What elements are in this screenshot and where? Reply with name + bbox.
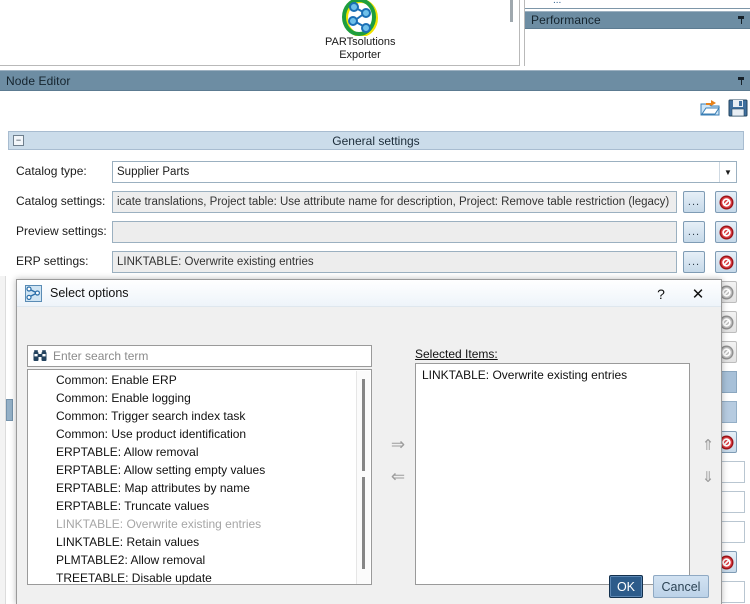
clear-icon [718, 194, 734, 210]
move-up-button[interactable]: ⇑ [701, 437, 715, 454]
right-pane-tabstrip[interactable]: ... [525, 0, 750, 9]
network-nodes-icon [25, 284, 42, 302]
clear-icon [718, 554, 734, 570]
preview-settings-label: Preview settings: [16, 224, 107, 238]
erp-settings-field[interactable]: LINKTABLE: Overwrite existing entries [112, 251, 677, 273]
left-dock-handle[interactable] [6, 399, 13, 421]
add-to-selection-button[interactable]: ⇒ [390, 435, 406, 454]
dialog-footer: OK Cancel [17, 575, 721, 599]
preview-settings-browse-button[interactable]: ... [683, 221, 705, 243]
product-logo: PARTsolutions Exporter [325, 0, 396, 62]
node-editor-toolbar [0, 92, 750, 126]
left-dock-strip [0, 276, 6, 604]
preview-settings-clear-button[interactable] [715, 221, 737, 243]
cancel-button[interactable]: Cancel [653, 575, 709, 598]
erp-settings-browse-button[interactable]: ... [683, 251, 705, 273]
form-row-preview-settings: Preview settings: ... [0, 221, 750, 245]
remove-from-selection-button[interactable]: ⇐ [390, 467, 406, 486]
catalog-settings-value: icate translations, Project table: Use a… [117, 196, 670, 208]
available-options-list[interactable]: Common: Enable ERP Common: Enable logging… [27, 369, 372, 585]
list-item[interactable]: ERPTABLE: Allow removal [56, 445, 199, 459]
list-item[interactable]: Common: Trigger search index task [56, 409, 246, 423]
right-pane-body [525, 29, 750, 66]
form-row-catalog-type: Catalog type: Supplier Parts ▼ [0, 161, 750, 185]
transfer-buttons: ⇒ ⇐ [385, 435, 415, 501]
erp-settings-label: ERP settings: [16, 254, 89, 268]
close-icon[interactable]: ✕ [691, 286, 705, 303]
move-down-button[interactable]: ⇓ [701, 469, 715, 486]
collapse-toggle-icon[interactable]: − [13, 135, 24, 146]
catalog-settings-field[interactable]: icate translations, Project table: Use a… [112, 191, 677, 213]
dialog-body: Enter search term Common: Enable ERP Comm… [17, 307, 721, 604]
open-icon[interactable] [699, 97, 721, 119]
panel-header-performance-label: Performance [531, 13, 601, 27]
catalog-settings-label: Catalog settings: [16, 194, 106, 208]
reorder-buttons: ⇑ ⇓ [699, 437, 723, 501]
list-item[interactable]: ERPTABLE: Allow setting empty values [56, 463, 266, 477]
list-item[interactable]: LINKTABLE: Overwrite existing entries [56, 517, 262, 531]
catalog-type-label: Catalog type: [16, 164, 87, 178]
help-icon[interactable]: ? [657, 286, 665, 302]
form-row-erp-settings: ERP settings: LINKTABLE: Overwrite exist… [0, 251, 750, 275]
catalog-settings-clear-button[interactable] [715, 191, 737, 213]
list-item[interactable]: LINKTABLE: Retain values [56, 535, 200, 549]
preview-settings-field[interactable] [112, 221, 677, 243]
form-row-catalog-settings: Catalog settings: icate translations, Pr… [0, 191, 750, 215]
list-scrollbar[interactable] [356, 371, 370, 584]
chevron-down-icon[interactable]: ▼ [719, 162, 736, 182]
ok-button[interactable]: OK [608, 575, 643, 598]
general-settings-header[interactable]: − General settings [8, 131, 744, 150]
network-nodes-logo-icon [342, 0, 378, 36]
list-item[interactable]: ERPTABLE: Truncate values [56, 499, 210, 513]
logo-panel: PARTsolutions Exporter [0, 0, 520, 66]
binoculars-icon [33, 350, 47, 361]
search-input[interactable]: Enter search term [27, 345, 372, 367]
right-pane-tab-label: ... [553, 0, 562, 6]
catalog-settings-browse-button[interactable]: ... [683, 191, 705, 213]
logo-title: PARTsolutions [325, 36, 396, 48]
select-options-dialog: Select options ? ✕ Enter search term Com… [16, 279, 722, 604]
catalog-type-combo[interactable]: Supplier Parts ▼ [112, 161, 737, 183]
list-item[interactable]: TREETABLE: Disable update [56, 571, 212, 585]
erp-settings-clear-button[interactable] [715, 251, 737, 273]
vertical-splitter[interactable] [510, 0, 513, 22]
general-settings-title: General settings [332, 133, 420, 148]
selected-items-list[interactable]: LINKTABLE: Overwrite existing entries [415, 363, 690, 585]
panel-header-node-editor[interactable]: Node Editor [0, 70, 750, 91]
pin-icon[interactable] [736, 14, 748, 26]
list-item[interactable]: Common: Enable ERP [56, 373, 177, 387]
list-item[interactable]: LINKTABLE: Overwrite existing entries [422, 368, 628, 382]
erp-settings-value: LINKTABLE: Overwrite existing entries [117, 256, 314, 268]
clear-icon [718, 254, 734, 270]
list-item[interactable]: ERPTABLE: Map attributes by name [56, 481, 250, 495]
panel-header-performance[interactable]: Performance [525, 11, 750, 29]
selected-items-label: Selected Items: [415, 347, 498, 361]
search-placeholder: Enter search term [53, 349, 149, 363]
catalog-type-value: Supplier Parts [117, 166, 190, 178]
logo-subtitle: Exporter [339, 49, 381, 61]
pin-icon[interactable] [736, 75, 748, 87]
scrollbar-thumb-gap [362, 471, 365, 477]
list-item[interactable]: PLMTABLE2: Allow removal [56, 553, 206, 567]
panel-header-node-editor-label: Node Editor [6, 73, 71, 88]
list-item[interactable]: Common: Enable logging [56, 391, 191, 405]
save-icon[interactable] [727, 97, 749, 119]
dialog-title: Select options [50, 286, 129, 300]
dialog-titlebar[interactable]: Select options ? ✕ [17, 280, 721, 307]
clear-icon [718, 224, 734, 240]
list-item[interactable]: Common: Use product identification [56, 427, 247, 441]
